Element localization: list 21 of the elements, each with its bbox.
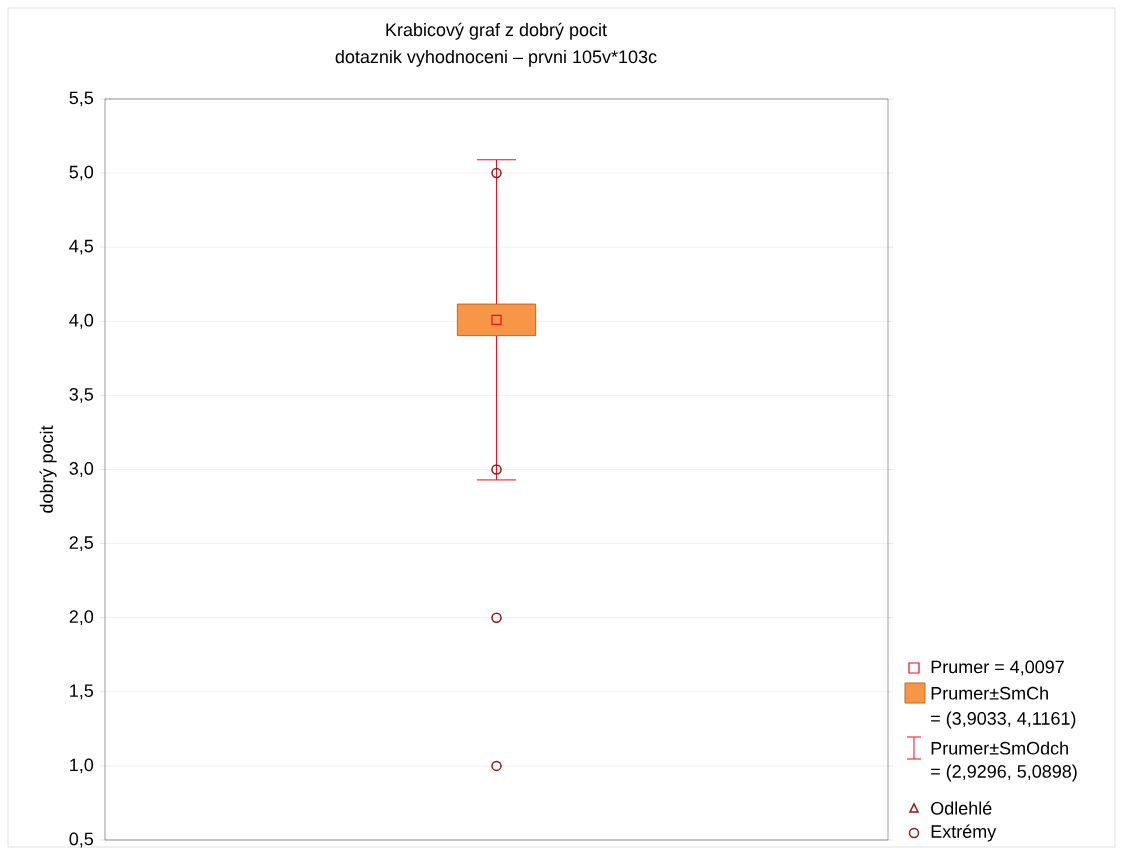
text: = (2,9296, 5,0898) [931,764,1077,782]
y-tick-label: 5,0 [69,165,94,181]
y-tick-label: 1,5 [70,684,94,700]
chart-subtitle: dotaznik vyhodnoceni – prvni 105v*103c [335,49,657,67]
text: Prumer = 4,0097 [931,660,1064,676]
y-axis-title: dobrý pocit [39,425,57,513]
text: Prumer±SmOdch [931,741,1068,755]
y-tick-label: 5,5 [69,91,94,107]
y-tick-label: 4,5 [69,239,94,255]
y-tick-label: 0,5 [69,832,94,848]
y-tick-label: 1,0 [70,758,94,774]
text: Extrémy [931,824,997,842]
y-tick-label: 3,5 [69,387,94,403]
chart-title: Krabicový graf z dobrý pocit [386,22,607,40]
text: = (3,9033, 4,1161) [931,711,1076,729]
y-tick-label: 2,0 [69,610,94,626]
text: Odlehlé [931,801,992,815]
y-tick-label: 3,0 [69,461,94,477]
text: Prumer±SmCh [931,686,1048,700]
y-tick-label: 4,0 [69,313,94,329]
y-tick-label: 2,5 [69,536,94,551]
